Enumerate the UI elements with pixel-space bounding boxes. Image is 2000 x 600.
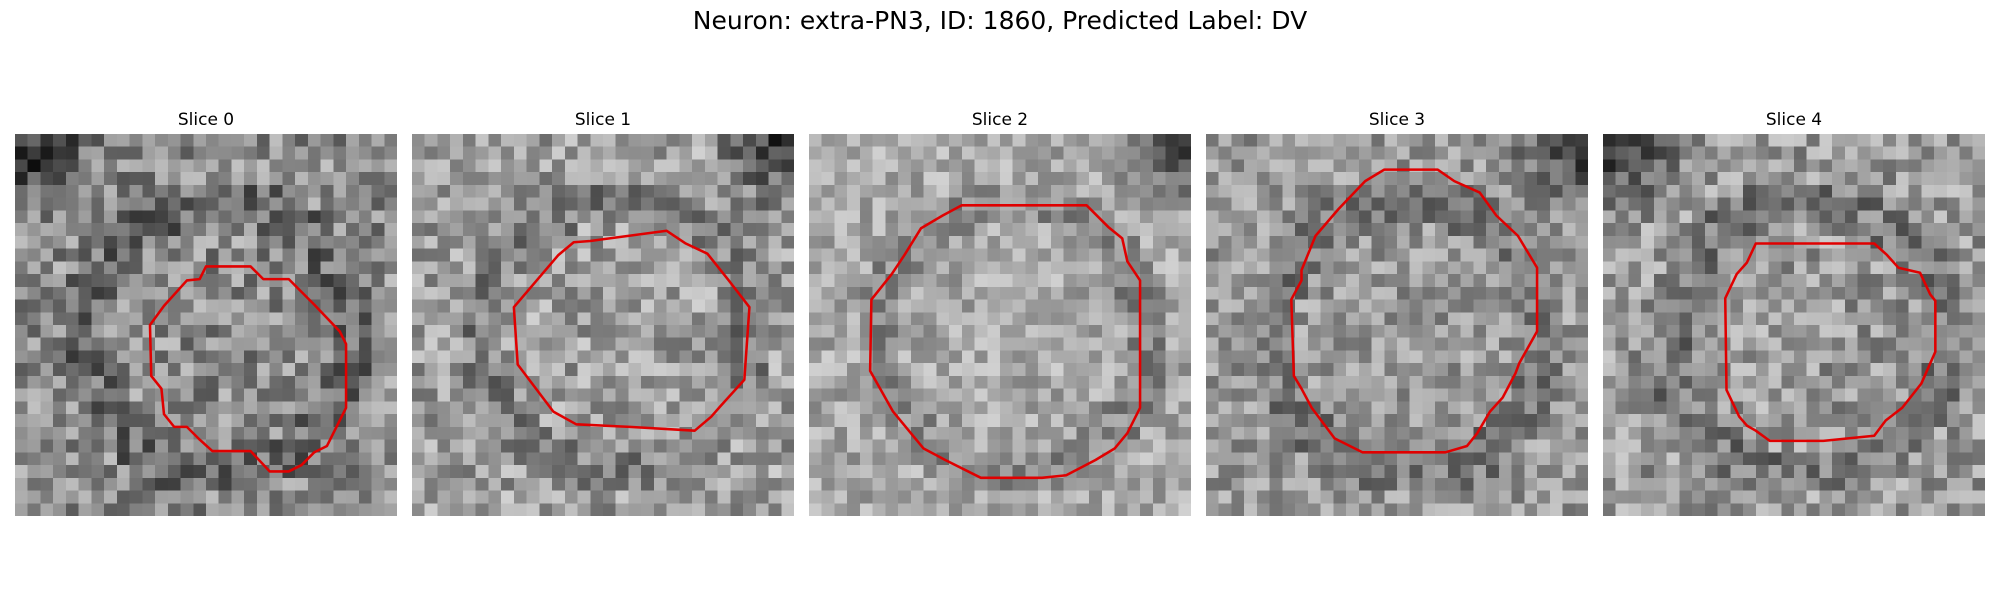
roi-polygon-2 [868,204,1142,480]
roi-contour-3 [1290,168,1539,454]
roi-polygon-3 [1290,168,1539,454]
slice-image-2 [809,134,1191,516]
roi-contour-1 [512,229,751,432]
roi-contour-0 [148,265,348,473]
slice-title-2: Slice 2 [971,110,1029,130]
slice-panel-3: Slice 3 [1206,106,1588,516]
slice-title-0: Slice 0 [177,110,235,130]
slice-title-4: Slice 4 [1765,110,1823,130]
roi-contour-4 [1723,242,1937,443]
slice-panel-4: Slice 4 [1603,106,1985,516]
roi-polygon-4 [1723,242,1937,443]
slice-panel-1: Slice 1 [412,106,794,516]
slice-title-3: Slice 3 [1368,110,1426,130]
roi-polygon-0 [148,265,348,473]
figure-title: Neuron: extra-PN3, ID: 1860, Predicted L… [692,6,1308,35]
slice-image-1 [412,134,794,516]
slice-panel-2: Slice 2 [809,106,1191,516]
roi-polygon-1 [512,229,751,432]
slice-image-4 [1603,134,1985,516]
slice-title-1: Slice 1 [574,110,632,130]
slice-panel-0: Slice 0 [15,106,397,516]
roi-contour-2 [868,204,1142,480]
